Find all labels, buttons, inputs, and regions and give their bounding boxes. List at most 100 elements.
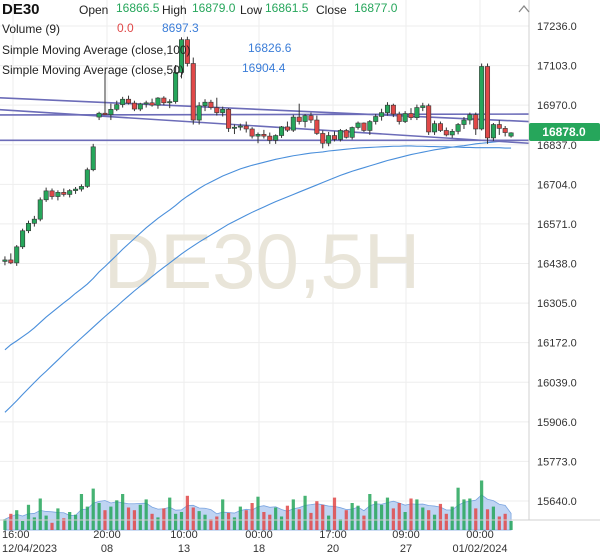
last-price-tag-text: 16878.0 xyxy=(542,125,586,139)
y-tick-label: 16438.0 xyxy=(537,259,577,271)
candle-body xyxy=(37,199,43,220)
x-tick-sublabel: 27 xyxy=(400,543,412,555)
candle-body xyxy=(261,134,267,137)
candle xyxy=(290,114,296,132)
candle-body xyxy=(302,115,308,122)
volume-bar xyxy=(456,487,460,530)
candle-body xyxy=(255,134,261,137)
volume-bar xyxy=(327,515,331,530)
candle xyxy=(479,63,485,131)
candle-body xyxy=(49,190,55,197)
candle xyxy=(149,98,155,107)
candle-body xyxy=(384,104,390,113)
time-axis[interactable]: 16:00 12/04/2023 20:00 08 10:00 13 00:00 18 17:0… xyxy=(2,529,508,555)
candle-body xyxy=(137,103,143,110)
candle xyxy=(443,127,449,137)
candle-body xyxy=(226,109,232,129)
volume-avg-value: 8697.3 xyxy=(162,21,199,35)
candle-body xyxy=(208,101,214,108)
volume-bar xyxy=(3,519,7,530)
volume-bar xyxy=(491,506,496,530)
scroll-up-icon[interactable] xyxy=(518,4,530,13)
candle-body xyxy=(202,101,208,107)
candle xyxy=(84,167,90,188)
candle-body xyxy=(102,112,108,115)
volume-bar xyxy=(409,498,413,530)
candle xyxy=(390,103,396,118)
volume-bar xyxy=(138,504,142,530)
candle xyxy=(279,126,285,138)
volume-bar xyxy=(379,504,384,530)
candle-body xyxy=(14,246,20,264)
volume-bar xyxy=(44,515,48,530)
candle-body xyxy=(437,123,443,131)
volume-bar xyxy=(97,503,101,530)
candle-body xyxy=(490,124,496,139)
candle xyxy=(90,143,96,172)
volume-bar xyxy=(291,499,295,530)
volume-bar xyxy=(150,513,154,530)
volume-bar xyxy=(332,497,337,530)
volume-bar xyxy=(9,513,13,530)
candle-body xyxy=(320,133,326,144)
volume-bar xyxy=(350,503,354,530)
candle-body xyxy=(184,39,190,64)
volume-bar xyxy=(374,501,378,530)
candle-body xyxy=(20,230,26,248)
candle-body xyxy=(414,107,420,118)
volume-bar xyxy=(285,505,290,530)
candle xyxy=(61,188,67,197)
candle-body xyxy=(461,119,467,125)
candle-body xyxy=(390,104,396,115)
candle-body xyxy=(432,123,438,133)
candle-body xyxy=(84,169,90,187)
candles[interactable] xyxy=(2,36,514,266)
low-value: 16861.5 xyxy=(265,1,309,15)
candle-body xyxy=(479,66,485,130)
candle-body xyxy=(167,101,173,104)
candle-body xyxy=(396,113,402,122)
y-tick-label: 16039.0 xyxy=(537,377,577,389)
candle-body xyxy=(296,116,302,122)
candle-body xyxy=(25,223,31,232)
y-tick-label: 17103.0 xyxy=(537,61,577,73)
candle xyxy=(332,131,338,142)
volume-bar xyxy=(438,503,443,530)
candle-body xyxy=(173,72,179,102)
candle-body xyxy=(231,126,237,129)
candle-body xyxy=(108,109,114,115)
candle xyxy=(120,96,126,108)
candle xyxy=(126,95,132,105)
high-value: 16879.0 xyxy=(192,1,236,15)
candle-body xyxy=(367,121,373,131)
candle-body xyxy=(455,124,461,132)
candle-body xyxy=(355,122,361,128)
volume-bar xyxy=(497,516,501,530)
candle xyxy=(449,128,455,138)
volume-bar xyxy=(20,521,25,530)
candle-body xyxy=(332,135,338,140)
candle-body xyxy=(2,259,8,262)
candle-body xyxy=(279,126,285,136)
candle xyxy=(43,187,49,202)
candle xyxy=(249,127,255,139)
candle xyxy=(437,121,443,132)
y-tick-label: 16704.0 xyxy=(537,179,577,191)
candle xyxy=(502,126,508,137)
candle xyxy=(25,220,31,234)
y-tick-label: 15906.0 xyxy=(537,417,577,429)
trendlines[interactable] xyxy=(0,96,530,145)
candle xyxy=(102,72,108,115)
candle xyxy=(496,120,502,135)
candle xyxy=(508,132,514,138)
candle-body xyxy=(161,97,167,104)
price-axis[interactable]: 17236.0 17103.0 16970.0 16837.0 16704.0 16571… xyxy=(537,21,577,508)
candle xyxy=(184,36,190,67)
candle xyxy=(296,103,302,125)
volume-bar xyxy=(262,512,266,530)
volume-bar xyxy=(462,499,466,530)
volume-bar xyxy=(444,513,448,530)
candle xyxy=(67,189,73,198)
open-label: Open xyxy=(79,3,108,17)
